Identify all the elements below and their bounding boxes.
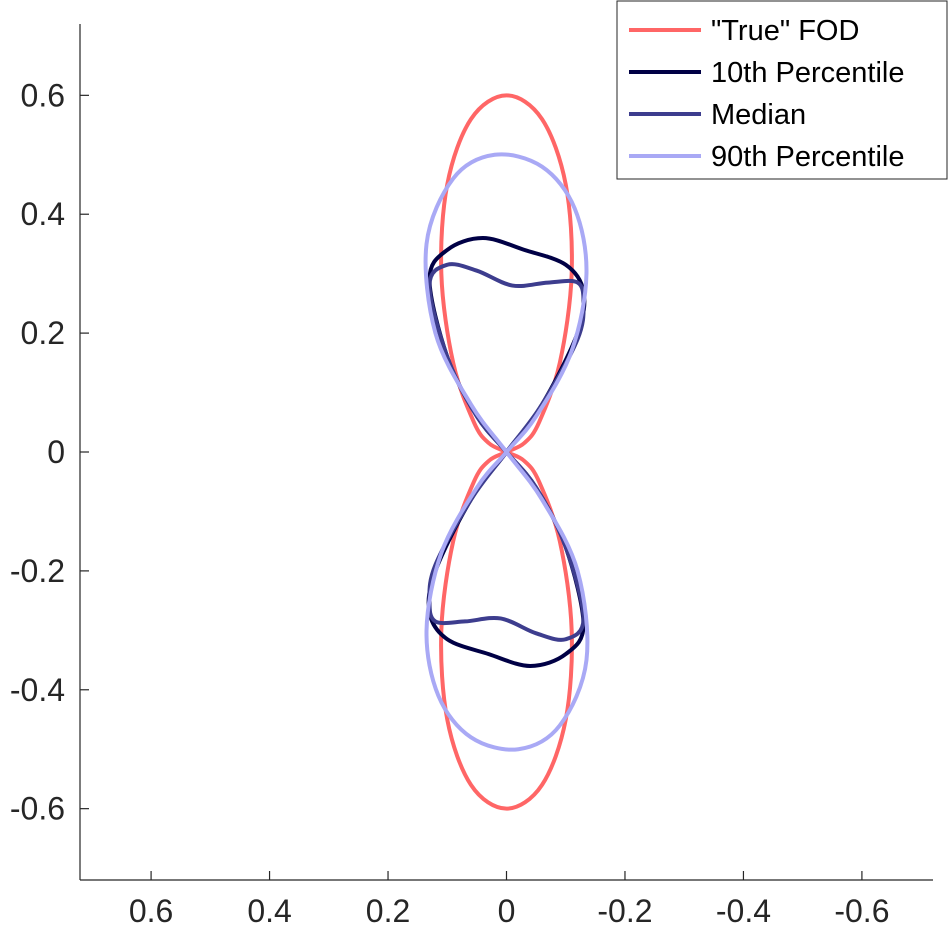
legend-label-true-fod: "True" FOD — [711, 15, 859, 47]
y-tick-label: 0 — [47, 434, 65, 470]
series-line-90th-percentile — [423, 152, 590, 752]
y-tick-label: 0.4 — [21, 196, 65, 232]
y-tick-label: 0.6 — [21, 77, 65, 113]
x-tick-label: -0.6 — [834, 893, 889, 928]
y-ticks: 0.6 0.4 0.2 0 -0.2 -0.4 -0.6 — [10, 77, 89, 827]
x-tick-label: 0 — [498, 893, 516, 928]
y-tick-label: 0.2 — [21, 315, 65, 351]
x-tick-label: 0.4 — [247, 893, 291, 928]
y-tick-label: -0.2 — [10, 553, 65, 589]
axes: 0.6 0.4 0.2 0 -0.2 -0.4 -0.6 0.6 0.4 0.2 0 -0.2 -0.… — [10, 24, 933, 928]
x-tick-label: 0.6 — [129, 893, 173, 928]
x-tick-label: -0.2 — [597, 893, 652, 928]
x-tick-label: 0.2 — [366, 893, 410, 928]
x-ticks: 0.6 0.4 0.2 0 -0.2 -0.4 -0.6 — [129, 871, 889, 928]
legend: "True" FOD 10th Percentile Median 90th Perc… — [616, 0, 948, 180]
y-tick-label: -0.4 — [10, 672, 65, 708]
y-tick-label: -0.6 — [10, 791, 65, 827]
legend-label-median: Median — [711, 99, 806, 131]
series-layer — [423, 93, 590, 811]
x-tick-label: -0.4 — [716, 893, 771, 928]
legend-label-90th-percentile: 90th Percentile — [711, 141, 904, 173]
legend-label-10th-percentile: 10th Percentile — [711, 57, 904, 89]
legend-entries: "True" FOD 10th Percentile Median 90th Perc… — [629, 15, 904, 173]
